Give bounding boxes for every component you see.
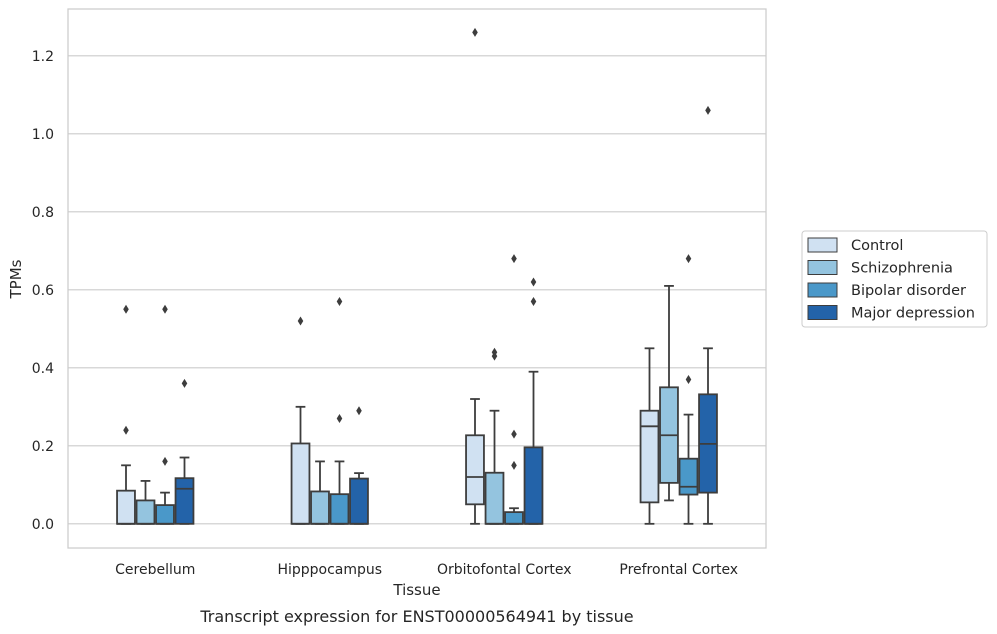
outlier-marker [162, 304, 168, 314]
box-group [639, 347, 660, 525]
outlier-marker [356, 406, 362, 416]
axis-tick-labels: 0.0 0.2 0.4 0.6 0.8 1.0 1.2 Cerebellum Hipppocam… [32, 49, 738, 578]
y-tick-label: 1.2 [32, 49, 54, 65]
outlier-marker [336, 297, 343, 307]
box-series [116, 27, 718, 525]
outlier-marker [181, 378, 188, 388]
box-group [329, 297, 350, 525]
outlier-marker [297, 316, 304, 326]
box-group [174, 378, 195, 525]
box-group [698, 105, 718, 525]
box-iqr [135, 499, 156, 525]
legend-label: Schizophrenia [851, 261, 953, 277]
outlier-marker [705, 105, 711, 115]
outlier-marker [123, 425, 129, 435]
chart-caption: Transcript expression for ENST0000056494… [199, 607, 633, 626]
box-iqr [174, 477, 195, 525]
box-group [310, 460, 330, 525]
box-iqr [290, 442, 311, 525]
plot-frame [67, 8, 767, 549]
legend-label: Control [851, 238, 903, 254]
box-iqr [678, 457, 699, 496]
outlier-marker [685, 375, 692, 385]
y-axis-label: TPMs [7, 259, 25, 299]
box-group [155, 304, 175, 525]
legend-swatch [807, 305, 838, 320]
box-group [290, 316, 311, 525]
box-iqr [639, 409, 660, 504]
box-group [484, 347, 505, 525]
box-group [678, 254, 699, 525]
box-iqr [155, 504, 175, 525]
x-tick-label: Orbitofontal Cortex [437, 562, 572, 578]
outlier-marker [511, 254, 517, 264]
legend-swatch [807, 260, 838, 275]
outlier-marker [511, 460, 517, 470]
outlier-marker [162, 456, 168, 466]
outlier-marker [530, 297, 537, 307]
outlier-marker [511, 429, 517, 439]
legend: Control Schizophrenia Bipolar disorder Majo… [801, 230, 988, 328]
outlier-marker [472, 27, 478, 37]
box-group [135, 480, 156, 525]
box-group [504, 254, 524, 525]
box-iqr [484, 471, 505, 525]
y-tick-label: 0.0 [32, 517, 54, 533]
box-group [116, 304, 136, 525]
y-tick-label: 0.8 [32, 205, 54, 221]
y-tick-label: 0.4 [32, 361, 54, 377]
outlier-marker [685, 254, 692, 264]
box-iqr [329, 493, 350, 525]
legend-label: Major depression [851, 306, 975, 322]
box-group [349, 406, 369, 525]
legend-frame [801, 230, 988, 328]
x-tick-label: Hipppocampus [277, 562, 382, 578]
box-group [523, 277, 544, 525]
x-tick-label: Cerebellum [115, 562, 195, 578]
box-iqr [504, 511, 524, 525]
legend-label: Bipolar disorder [851, 283, 966, 299]
box-iqr [523, 446, 544, 525]
y-tick-label: 0.2 [32, 439, 54, 455]
box-iqr [310, 490, 330, 525]
y-tick-label: 0.6 [32, 283, 54, 299]
legend-swatch [807, 237, 838, 253]
outlier-marker [491, 347, 498, 357]
box-group [659, 285, 679, 502]
x-axis-label: Tissue [392, 581, 440, 599]
box-iqr [465, 434, 485, 506]
y-tick-label: 1.0 [32, 127, 54, 143]
box-iqr [349, 477, 369, 525]
outlier-marker [530, 277, 537, 287]
legend-swatch [807, 282, 838, 298]
box-iqr [116, 489, 136, 525]
outlier-marker [336, 414, 343, 424]
box-group [465, 27, 485, 525]
x-tick-label: Prefrontal Cortex [619, 562, 738, 578]
outlier-marker [123, 304, 129, 314]
